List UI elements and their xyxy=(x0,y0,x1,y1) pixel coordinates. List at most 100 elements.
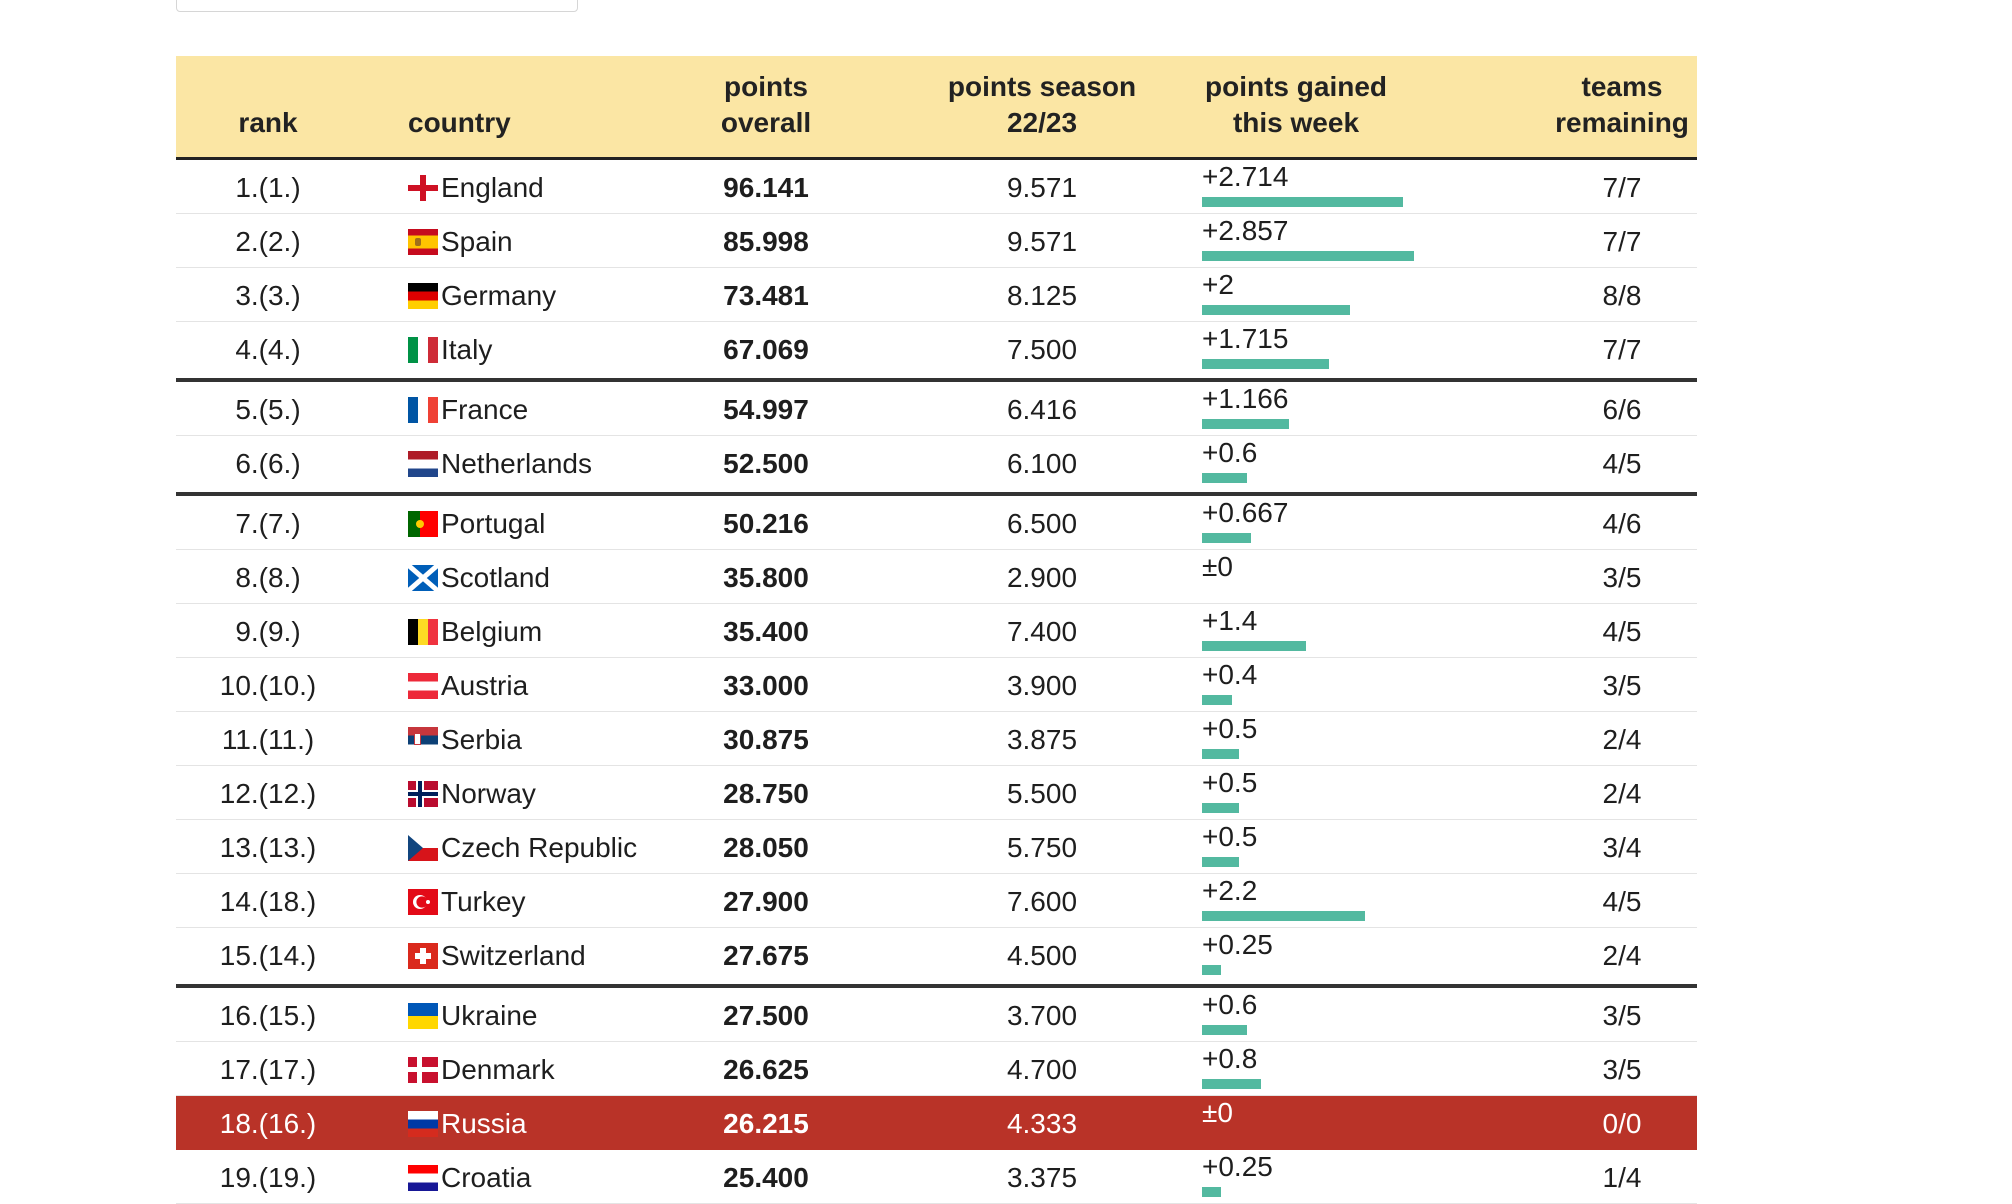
points-gained-bar xyxy=(1202,911,1365,921)
table-row[interactable]: 11.(11.) Serbia 30.875 3.875 +0.5 2/4 xyxy=(176,712,1697,766)
table-row[interactable]: 9.(9.) Belgium 35.400 7.400 +1.4 4/5 xyxy=(176,604,1697,658)
rank-cell: 12.(12.) xyxy=(219,778,317,809)
country-cell: Belgium xyxy=(408,614,542,650)
teams-remaining-cell: 4/5 xyxy=(1602,616,1642,647)
scotland-flag-icon xyxy=(408,565,438,591)
search-box[interactable] xyxy=(176,0,578,12)
points-gained-cell: +0.5 xyxy=(1202,821,1258,852)
germany-flag-icon xyxy=(408,283,438,309)
table-row[interactable]: 5.(5.) France 54.997 6.416 +1.166 6/6 xyxy=(176,382,1697,436)
points-season-cell: 4.500 xyxy=(1006,940,1078,971)
points-gained-cell: +2.714 xyxy=(1202,161,1289,192)
points-gained-bar xyxy=(1202,305,1350,315)
points-overall-cell: 28.050 xyxy=(723,832,809,863)
header-points-season[interactable]: points season 22/23 xyxy=(947,71,1137,138)
norway-flag-icon xyxy=(408,781,438,807)
points-gained-bar xyxy=(1202,533,1251,543)
england-flag-icon xyxy=(408,175,438,201)
croatia-flag-icon xyxy=(408,1165,438,1191)
teams-remaining-cell: 3/5 xyxy=(1602,1054,1642,1085)
country-name: Czech Republic xyxy=(441,832,638,863)
points-overall-cell: 27.500 xyxy=(723,1000,809,1031)
country-name: Norway xyxy=(441,778,536,809)
rank-cell: 2.(2.) xyxy=(235,226,301,257)
teams-remaining-cell: 3/5 xyxy=(1602,562,1642,593)
country-name: Belgium xyxy=(441,616,543,647)
points-gained-cell: +2.857 xyxy=(1202,215,1289,246)
country-name: Austria xyxy=(441,670,529,701)
country-cell: Russia xyxy=(408,1106,527,1142)
teams-remaining-cell: 3/4 xyxy=(1602,832,1642,863)
points-overall-cell: 26.215 xyxy=(723,1108,809,1139)
header-country[interactable]: country xyxy=(408,107,511,138)
table-row[interactable]: 6.(6.) Netherlands 52.500 6.100 +0.6 4/5 xyxy=(176,436,1697,496)
table-row[interactable]: 19.(19.) Croatia 25.400 3.375 +0.25 1/4 xyxy=(176,1150,1697,1204)
italy-flag-icon xyxy=(408,337,438,363)
country-name: Turkey xyxy=(441,886,526,917)
points-gained-cell: +0.25 xyxy=(1202,1151,1273,1182)
country-name: Serbia xyxy=(441,724,522,755)
country-cell: Spain xyxy=(408,224,513,260)
teams-remaining-cell: 0/0 xyxy=(1602,1108,1642,1139)
table-row[interactable]: 13.(13.) Czech Republic 28.050 5.750 +0.5 3/4 xyxy=(176,820,1697,874)
france-flag-icon xyxy=(408,397,438,423)
table-row[interactable]: 8.(8.) Scotland 35.800 2.900 ±0 3/5 xyxy=(176,550,1697,604)
table-row[interactable]: 4.(4.) Italy 67.069 7.500 +1.715 7/7 xyxy=(176,322,1697,382)
country-cell: Czech Republic xyxy=(408,830,637,866)
rank-cell: 16.(15.) xyxy=(219,1000,317,1031)
rank-cell: 11.(11.) xyxy=(221,724,315,755)
table-row[interactable]: 10.(10.) Austria 33.000 3.900 +0.4 3/5 xyxy=(176,658,1697,712)
country-cell: Austria xyxy=(408,668,528,704)
header-rank[interactable]: rank xyxy=(238,107,298,138)
teams-remaining-cell: 6/6 xyxy=(1602,394,1642,425)
table-row[interactable]: 17.(17.) Denmark 26.625 4.700 +0.8 3/5 xyxy=(176,1042,1697,1096)
table-row[interactable]: 18.(16.) Russia 26.215 4.333 ±0 0/0 xyxy=(176,1096,1697,1150)
points-gained-cell: +1.715 xyxy=(1202,323,1289,354)
teams-remaining-cell: 7/7 xyxy=(1602,334,1642,365)
points-gained-bar xyxy=(1202,419,1289,429)
points-gained-bar xyxy=(1202,803,1239,813)
rank-cell: 6.(6.) xyxy=(235,448,301,479)
table-row[interactable]: 7.(7.) Portugal 50.216 6.500 +0.667 4/6 xyxy=(176,496,1697,550)
country-cell: Portugal xyxy=(408,506,545,542)
points-season-cell: 6.100 xyxy=(1006,448,1078,479)
points-season-cell: 9.571 xyxy=(1006,172,1078,203)
points-season-cell: 5.500 xyxy=(1006,778,1078,809)
table-row[interactable]: 3.(3.) Germany 73.481 8.125 +2 8/8 xyxy=(176,268,1697,322)
points-overall-cell: 25.400 xyxy=(723,1162,809,1193)
country-cell: France xyxy=(408,392,528,428)
rank-cell: 7.(7.) xyxy=(235,508,301,539)
points-overall-cell: 26.625 xyxy=(723,1054,809,1085)
table-row[interactable]: 14.(18.) Turkey 27.900 7.600 +2.2 4/5 xyxy=(176,874,1697,928)
country-name: Portugal xyxy=(441,508,546,539)
points-overall-cell: 33.000 xyxy=(723,670,809,701)
points-overall-cell: 27.900 xyxy=(723,886,809,917)
country-cell: Scotland xyxy=(408,560,550,596)
points-gained-cell: +1.166 xyxy=(1202,383,1289,414)
points-overall-cell: 35.800 xyxy=(723,562,809,593)
points-season-cell: 8.125 xyxy=(1006,280,1078,311)
table-row[interactable]: 2.(2.) Spain 85.998 9.571 +2.857 7/7 xyxy=(176,214,1697,268)
country-name: Croatia xyxy=(441,1162,532,1193)
points-season-cell: 6.500 xyxy=(1006,508,1078,539)
country-name: Switzerland xyxy=(441,940,586,971)
points-gained-cell: +0.4 xyxy=(1202,659,1258,690)
header-points-gained[interactable]: points gained this week xyxy=(1205,71,1387,138)
points-season-cell: 2.900 xyxy=(1006,562,1078,593)
country-cell: Turkey xyxy=(408,884,526,920)
teams-remaining-cell: 4/6 xyxy=(1602,508,1642,539)
header-teams-remaining[interactable]: teams remaining xyxy=(1555,71,1689,138)
points-gained-bar xyxy=(1202,695,1232,705)
table-row[interactable]: 16.(15.) Ukraine 27.500 3.700 +0.6 3/5 xyxy=(176,988,1697,1042)
table-row[interactable]: 15.(14.) Switzerland 27.675 4.500 +0.25 2/4 xyxy=(176,928,1697,988)
country-cell: Norway xyxy=(408,776,536,812)
table-row[interactable]: 1.(1.) England 96.141 9.571 +2.714 7/7 xyxy=(176,160,1697,214)
ukraine-flag-icon xyxy=(408,1003,438,1029)
table-row[interactable]: 12.(12.) Norway 28.750 5.500 +0.5 2/4 xyxy=(176,766,1697,820)
points-season-cell: 5.750 xyxy=(1006,832,1078,863)
points-gained-cell: ±0 xyxy=(1202,1097,1233,1128)
teams-remaining-cell: 4/5 xyxy=(1602,886,1642,917)
points-gained-bar xyxy=(1202,641,1306,651)
teams-remaining-cell: 1/4 xyxy=(1602,1162,1642,1193)
header-points-overall[interactable]: points overall xyxy=(720,71,812,138)
